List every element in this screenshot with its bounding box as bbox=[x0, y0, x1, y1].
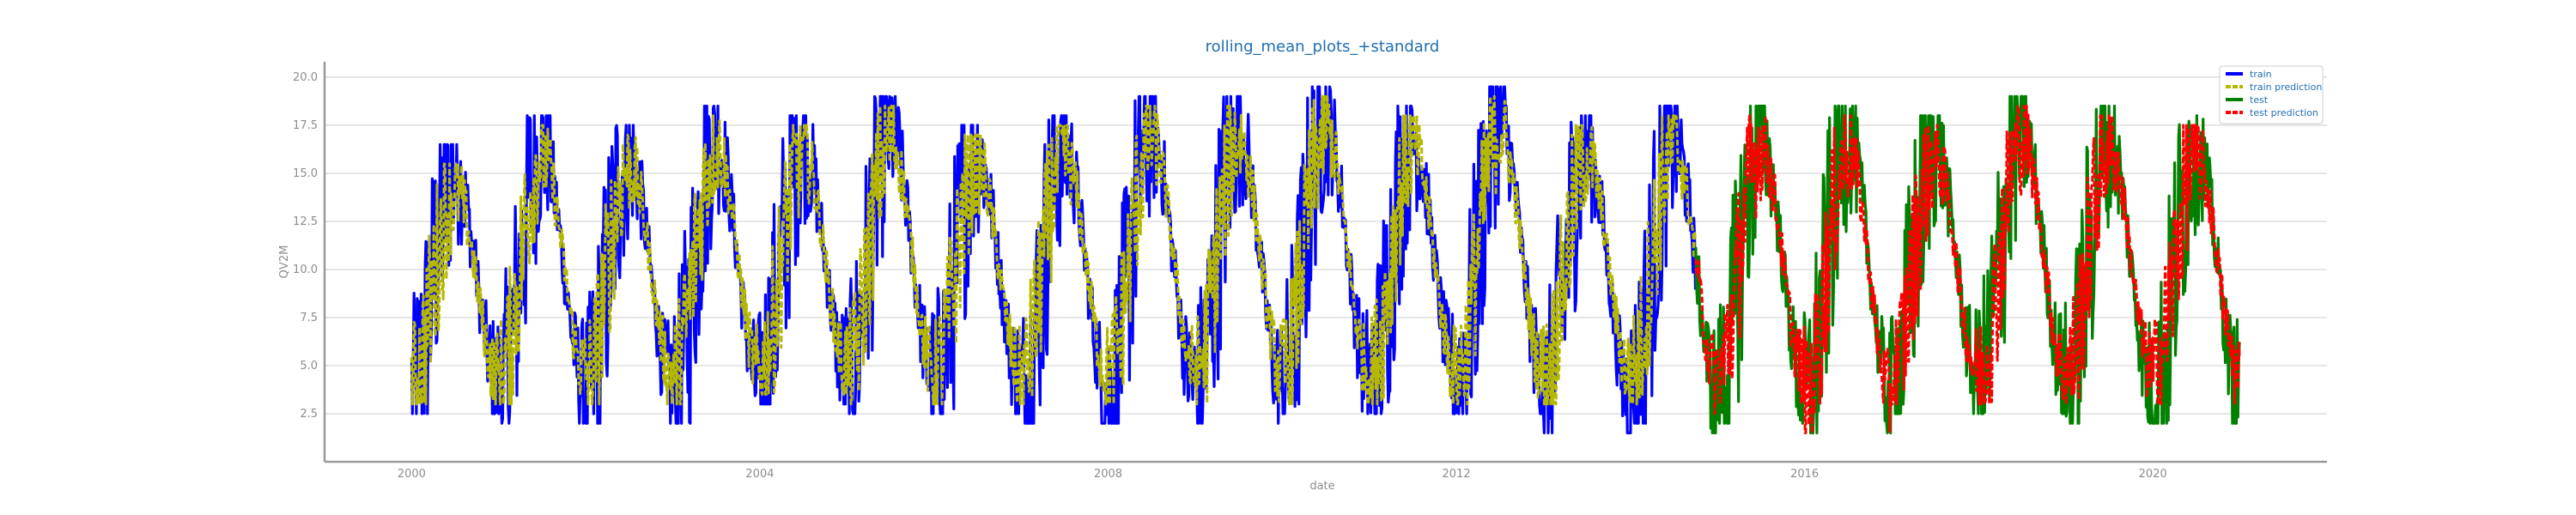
y-axis-label: QV2M bbox=[278, 245, 291, 279]
legend-label: train prediction bbox=[2250, 82, 2322, 93]
x-ticks: 2000 2004 2008 2012 2016 2020 bbox=[398, 468, 2167, 481]
series-layer bbox=[410, 85, 2241, 434]
y-tick-label: 2.5 bbox=[300, 408, 318, 421]
legend-label: test bbox=[2250, 94, 2269, 106]
y-tick-label: 12.5 bbox=[293, 215, 318, 228]
y-tick-label: 15.0 bbox=[293, 167, 318, 180]
legend-box bbox=[2219, 65, 2324, 124]
y-tick-label: 10.0 bbox=[293, 264, 318, 276]
chart-title: rolling_mean_plots_+standard bbox=[1206, 38, 1440, 56]
x-tick-label: 2008 bbox=[1094, 468, 1122, 481]
series-line-test-prediction bbox=[1694, 105, 2241, 434]
y-ticks: 2.5 5.0 7.5 10.0 12.5 15.0 17.5 20.0 bbox=[293, 71, 318, 421]
series-line-train-prediction bbox=[410, 94, 1697, 406]
x-tick-label: 2000 bbox=[398, 468, 426, 481]
x-tick-label: 2016 bbox=[1790, 468, 1819, 481]
y-tick-label: 5.0 bbox=[300, 360, 318, 373]
x-axis-label: date bbox=[1309, 480, 1334, 493]
y-tick-label: 17.5 bbox=[293, 119, 318, 132]
x-tick-label: 2012 bbox=[1443, 468, 1471, 481]
legend-label: train bbox=[2250, 69, 2272, 80]
x-tick-label: 2004 bbox=[745, 468, 774, 481]
legend-label: test prediction bbox=[2250, 107, 2318, 118]
axes bbox=[323, 62, 2327, 464]
y-tick-label: 7.5 bbox=[300, 312, 318, 324]
x-tick-label: 2020 bbox=[2139, 468, 2167, 481]
y-tick-label: 20.0 bbox=[293, 71, 318, 84]
